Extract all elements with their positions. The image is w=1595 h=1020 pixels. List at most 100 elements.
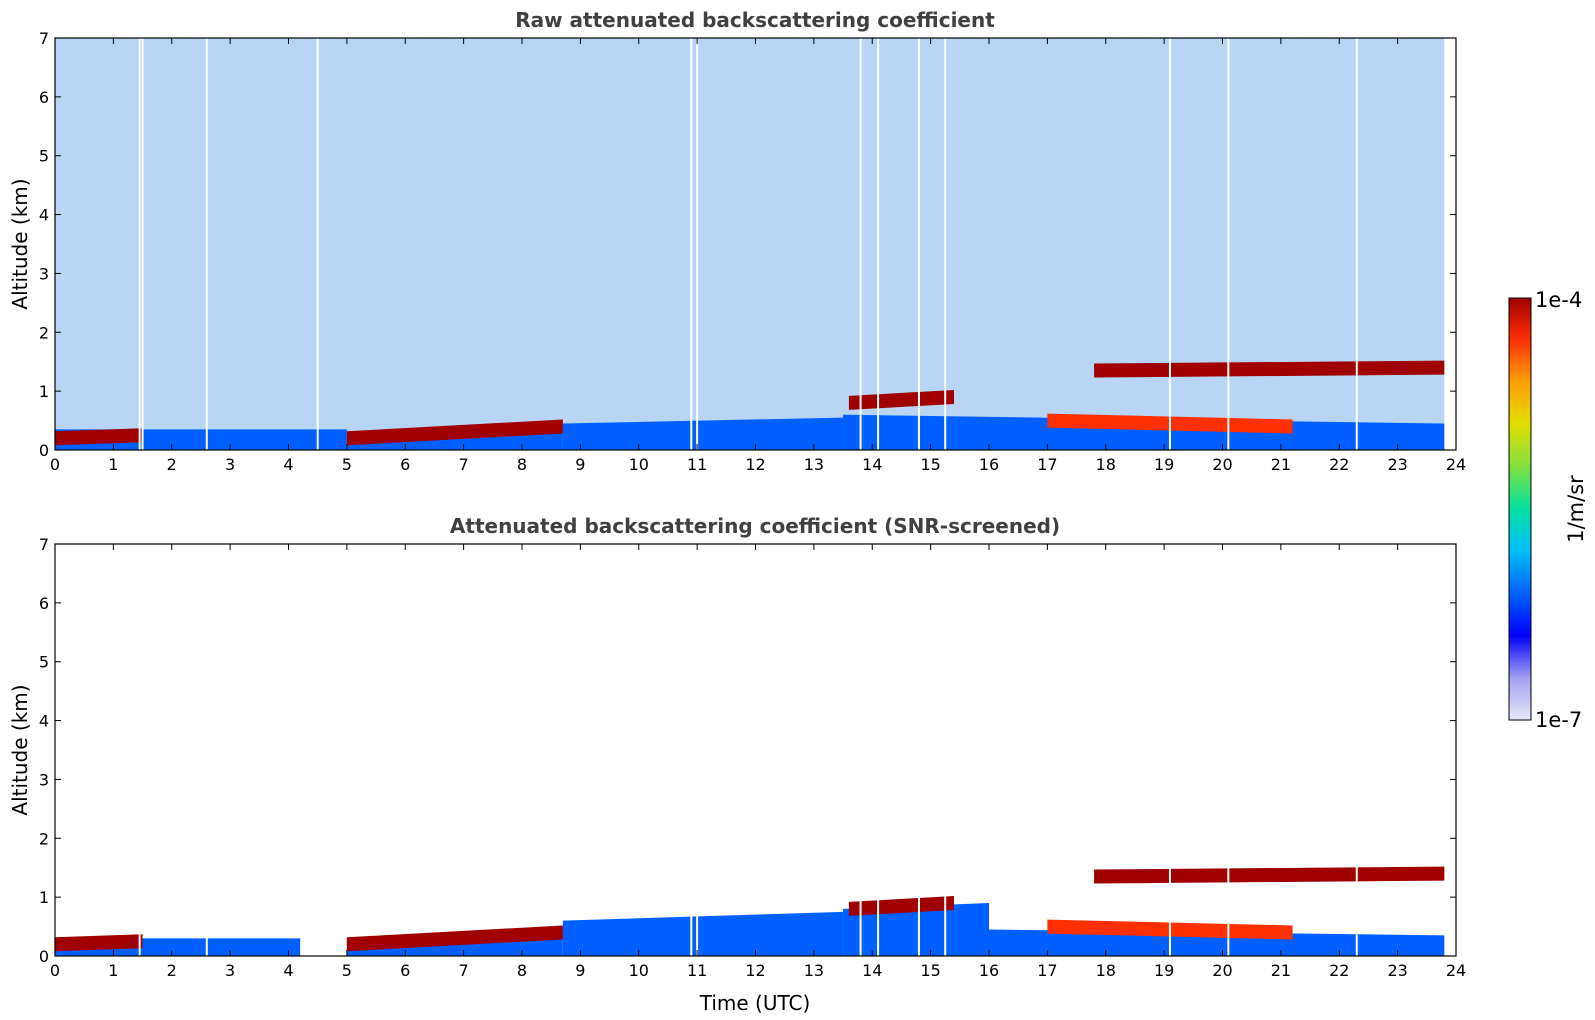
x-tick-label: 13 [804, 961, 824, 980]
y-tick-label: 1 [39, 382, 49, 401]
x-tick-label: 18 [1096, 455, 1116, 474]
y-tick-label: 0 [39, 947, 49, 966]
x-tick-label: 20 [1212, 961, 1232, 980]
heatmap-layer-boundary-layer [989, 929, 1445, 956]
x-tick-label: 21 [1271, 455, 1291, 474]
x-tick-label: 4 [283, 455, 293, 474]
x-tick-label: 13 [804, 455, 824, 474]
heatmap-layer-aerosol-layer [55, 934, 143, 952]
panel-screened: Attenuated backscattering coefficient (S… [8, 514, 1466, 1015]
panel-title: Raw attenuated backscattering coefficien… [515, 8, 995, 32]
colorbar-unit-label: 1/m/sr [1564, 475, 1588, 543]
x-tick-label: 20 [1212, 455, 1232, 474]
x-tick-label: 22 [1329, 455, 1349, 474]
x-tick-label: 12 [745, 961, 765, 980]
y-tick-label: 6 [39, 88, 49, 107]
x-tick-label: 1 [108, 961, 118, 980]
x-tick-label: 4 [283, 961, 293, 980]
x-tick-label: 5 [342, 961, 352, 980]
y-tick-label: 7 [39, 29, 49, 48]
plot-area [55, 38, 1445, 450]
x-tick-label: 1 [108, 455, 118, 474]
plot-area [55, 544, 1445, 956]
heatmap-layer-aerosol-layer [346, 925, 563, 952]
y-tick-label: 2 [39, 323, 49, 342]
x-tick-label: 19 [1154, 961, 1174, 980]
x-tick-label: 15 [920, 455, 940, 474]
x-tick-label: 11 [687, 961, 707, 980]
x-tick-label: 6 [400, 455, 410, 474]
y-tick-label: 2 [39, 829, 49, 848]
x-tick-label: 17 [1037, 455, 1057, 474]
x-tick-label: 19 [1154, 455, 1174, 474]
heatmap-layer-aerosol-layer [1094, 866, 1445, 884]
x-tick-label: 16 [979, 961, 999, 980]
x-tick-label: 15 [920, 961, 940, 980]
heatmap-screened [55, 544, 1445, 956]
x-tick-label: 24 [1446, 961, 1466, 980]
colorbar-min-label: 1e-7 [1535, 708, 1582, 732]
y-tick-label: 5 [39, 653, 49, 672]
background-field [55, 38, 1445, 450]
x-tick-label: 18 [1096, 961, 1116, 980]
x-tick-label: 16 [979, 455, 999, 474]
x-tick-label: 10 [629, 455, 649, 474]
heatmap-layer-aerosol-layer [55, 428, 143, 446]
y-tick-label: 6 [39, 594, 49, 613]
x-axis-label: Time (UTC) [699, 991, 811, 1015]
heatmap-layer-boundary-layer [562, 911, 844, 956]
x-tick-label: 11 [687, 455, 707, 474]
x-tick-label: 7 [459, 455, 469, 474]
panel-title: Attenuated backscattering coefficient (S… [450, 514, 1060, 538]
x-tick-label: 7 [459, 961, 469, 980]
x-tick-label: 23 [1387, 455, 1407, 474]
y-axis-label: Altitude (km) [8, 684, 32, 815]
y-tick-label: 0 [39, 441, 49, 460]
x-tick-label: 2 [167, 455, 177, 474]
axis-ticks: 0 1 2 3 4 5 6 7 8 9 10 11 12 13 14 15 16 17 18 19 20 21 22 23 24… [39, 29, 1466, 474]
x-tick-label: 8 [517, 961, 527, 980]
y-tick-label: 7 [39, 535, 49, 554]
x-tick-label: 8 [517, 455, 527, 474]
x-tick-label: 9 [575, 455, 585, 474]
x-tick-label: 2 [167, 961, 177, 980]
x-tick-label: 14 [862, 961, 882, 980]
heatmap-layer-boundary-layer [843, 903, 989, 956]
heatmap-layer-boundary-layer [142, 429, 347, 450]
heatmap-layer-boundary-layer [562, 417, 844, 450]
x-tick-label: 3 [225, 455, 235, 474]
colorbar-max-label: 1e-4 [1535, 288, 1582, 312]
x-tick-label: 5 [342, 455, 352, 474]
x-tick-label: 21 [1271, 961, 1291, 980]
y-tick-label: 4 [39, 712, 49, 731]
colorbar-gradient [1508, 297, 1532, 721]
x-tick-label: 12 [745, 455, 765, 474]
axis-ticks: 0 1 2 3 4 5 6 7 8 9 10 11 12 13 14 15 16 17 18 19 20 21 22 23 24… [39, 535, 1466, 980]
y-tick-label: 1 [39, 888, 49, 907]
heatmap-layer-aerosol-layer [346, 419, 563, 446]
x-tick-label: 0 [50, 961, 60, 980]
x-tick-label: 10 [629, 961, 649, 980]
y-tick-label: 5 [39, 147, 49, 166]
x-tick-label: 22 [1329, 961, 1349, 980]
x-tick-label: 17 [1037, 961, 1057, 980]
y-axis-label: Altitude (km) [8, 178, 32, 309]
x-tick-label: 14 [862, 455, 882, 474]
heatmap-layer-aerosol-layer [1094, 360, 1445, 378]
x-tick-label: 3 [225, 961, 235, 980]
y-tick-label: 4 [39, 206, 49, 225]
heatmap-layer-aerosol-layer [848, 896, 954, 916]
panel-raw: Raw attenuated backscattering coefficien… [8, 8, 1466, 474]
heatmap-raw [55, 38, 1445, 450]
colorbar: 1e-4 1e-7 1/m/sr [1508, 288, 1588, 732]
x-tick-label: 9 [575, 961, 585, 980]
heatmap-layer-aerosol-layer [848, 390, 954, 410]
y-tick-label: 3 [39, 770, 49, 789]
x-tick-label: 0 [50, 455, 60, 474]
x-tick-label: 24 [1446, 455, 1466, 474]
y-tick-label: 3 [39, 264, 49, 283]
heatmap-layer-boundary-layer [843, 414, 1445, 450]
x-tick-label: 6 [400, 961, 410, 980]
x-tick-label: 23 [1387, 961, 1407, 980]
